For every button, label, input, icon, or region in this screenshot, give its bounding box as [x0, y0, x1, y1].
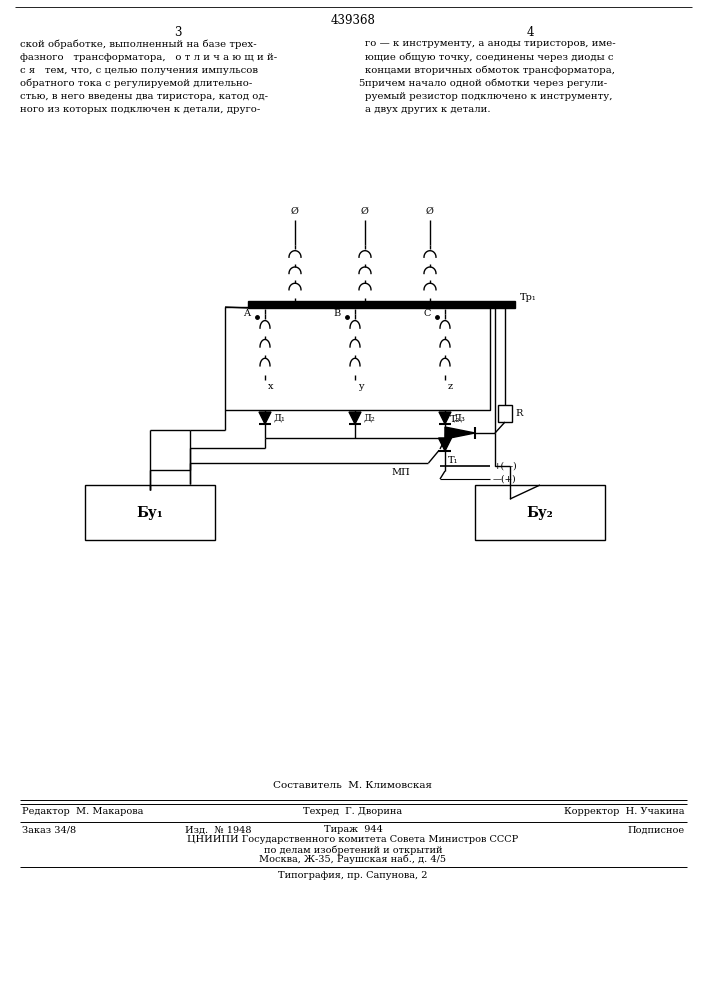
Text: Заказ 34/8: Заказ 34/8 [22, 826, 76, 834]
Polygon shape [445, 427, 475, 439]
Text: —(+): —(+) [493, 475, 517, 484]
Text: Составитель  М. Климовская: Составитель М. Климовская [274, 781, 433, 790]
Text: C: C [423, 310, 431, 318]
Text: Бу₁: Бу₁ [136, 506, 163, 520]
Text: ного из которых подключен к детали, друго-: ного из которых подключен к детали, друг… [20, 105, 260, 114]
Bar [475, 485, 605, 540]
Text: Типография, пр. Сапунова, 2: Типография, пр. Сапунова, 2 [279, 870, 428, 880]
Text: обратного тока с регулируемой длительно-: обратного тока с регулируемой длительно- [20, 79, 252, 88]
Text: Д₃: Д₃ [454, 414, 466, 422]
Text: R: R [515, 409, 522, 418]
Text: Изд.  № 1948: Изд. № 1948 [185, 826, 252, 834]
Text: Техред  Г. Дворина: Техред Г. Дворина [303, 808, 402, 816]
Bar [85, 485, 215, 540]
Text: стью, в него введены два тиристора, катод од-: стью, в него введены два тиристора, като… [20, 92, 268, 101]
Text: Тираж  944: Тираж 944 [324, 826, 382, 834]
Text: Москва, Ж-35, Раушская наб., д. 4/5: Москва, Ж-35, Раушская наб., д. 4/5 [259, 854, 447, 864]
Text: T₁: T₁ [448, 456, 459, 465]
Text: ской обработке, выполненный на базе трех-: ской обработке, выполненный на базе трех… [20, 39, 257, 49]
Bar [225, 307, 490, 410]
Polygon shape [349, 412, 361, 424]
Text: +(—): +(—) [493, 462, 517, 471]
Text: Д₁: Д₁ [274, 414, 286, 422]
Text: Ø: Ø [426, 207, 434, 216]
Text: Тр₁: Тр₁ [520, 292, 537, 302]
Text: го — к инструменту, а аноды тиристоров, име-: го — к инструменту, а аноды тиристоров, … [365, 39, 616, 48]
Text: T₂: T₂ [450, 415, 460, 424]
Text: 5: 5 [358, 79, 364, 88]
Text: Подписное: Подписное [628, 826, 685, 834]
Text: A: A [243, 310, 250, 318]
Text: z: z [448, 382, 453, 391]
Polygon shape [439, 412, 451, 424]
Text: концами вторичных обмоток трансформатора,: концами вторичных обмоток трансформатора… [365, 66, 615, 75]
Text: причем начало одной обмотки через регули-: причем начало одной обмотки через регули… [365, 79, 607, 88]
Text: 4: 4 [526, 25, 534, 38]
Text: Редактор  М. Макарова: Редактор М. Макарова [22, 808, 144, 816]
Text: Ø: Ø [291, 207, 299, 216]
Text: B: B [334, 310, 341, 318]
Bar [248, 301, 515, 308]
Text: Бу₂: Бу₂ [527, 506, 554, 520]
Text: а двух других к детали.: а двух других к детали. [365, 105, 491, 114]
Text: 439368: 439368 [331, 13, 375, 26]
Text: ющие общую точку, соединены через диоды с: ющие общую точку, соединены через диоды … [365, 52, 614, 62]
Text: Ø: Ø [361, 207, 369, 216]
Polygon shape [259, 412, 271, 424]
Text: 3: 3 [174, 25, 182, 38]
Text: Корректор  Н. Учакина: Корректор Н. Учакина [564, 808, 685, 816]
Text: x: x [268, 382, 274, 391]
Text: ЦНИИПИ Государственного комитета Совета Министров СССР: ЦНИИПИ Государственного комитета Совета … [187, 836, 519, 844]
Text: по делам изобретений и открытий: по делам изобретений и открытий [264, 845, 443, 855]
Text: с я   тем, что, с целью получения импульсов: с я тем, что, с целью получения импульсо… [20, 66, 258, 75]
Text: МП: МП [391, 468, 410, 477]
Text: руемый резистор подключено к инструменту,: руемый резистор подключено к инструменту… [365, 92, 612, 101]
Text: фазного   трансформатора,   о т л и ч а ю щ и й-: фазного трансформатора, о т л и ч а ю щ … [20, 53, 277, 62]
Text: y: y [358, 382, 363, 391]
Bar [498, 405, 512, 422]
Text: Д₂: Д₂ [364, 414, 375, 422]
Polygon shape [438, 438, 452, 451]
